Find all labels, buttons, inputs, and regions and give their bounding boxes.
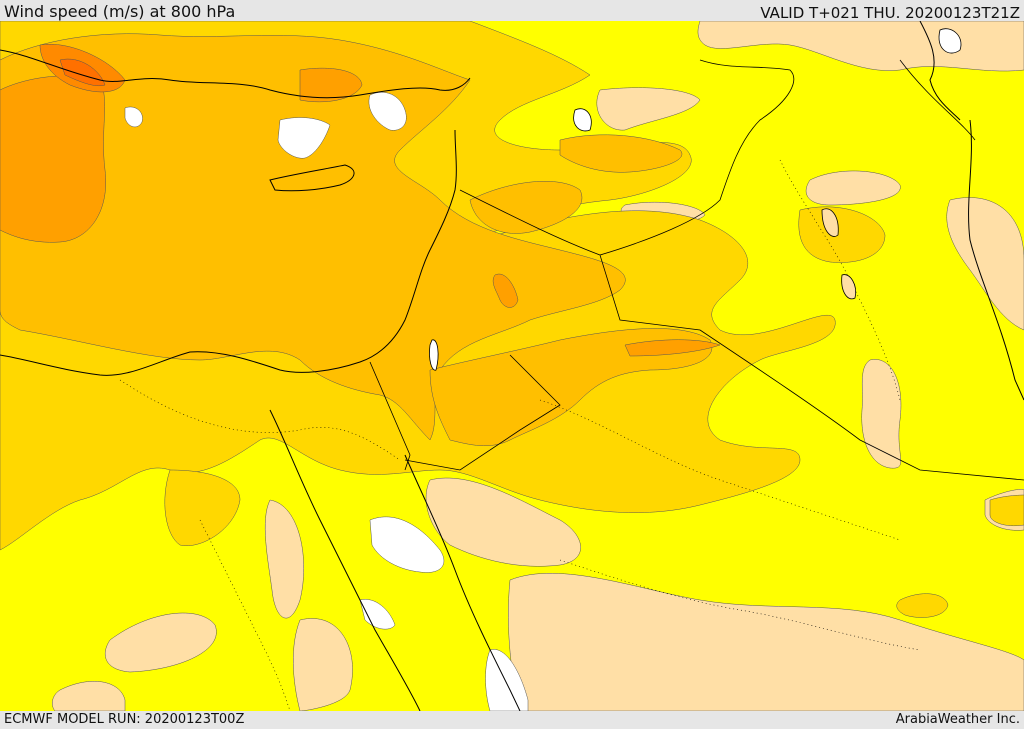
coastline-med-south [0,129,457,376]
field-calm-turkey [277,117,331,159]
coastline-cyprus [269,164,355,192]
border-syria-iraq [459,189,1024,481]
field-fresh-gulf [989,494,1024,526]
coastline-turkey [0,49,471,99]
field-low-egypt-2 [105,612,217,673]
field-low-iraq-1 [805,170,901,206]
valid-time: VALID T+021 THU. 20200123T21Z [760,4,1020,22]
field-calm-aegean [124,106,143,128]
border-iraq-iran [599,59,795,256]
model-run: ECMWF MODEL RUN: 20200123T00Z [4,712,245,727]
field-calm-south [485,649,529,711]
header-bar: Wind speed (m/s) at 800 hPa VALID T+021 … [0,0,1024,22]
field-very-strong-iraq [624,339,721,357]
field-extreme-aegean [59,58,106,86]
province-line-1 [119,379,401,461]
credit: ArabiaWeather Inc. [895,712,1020,727]
field-very-strong-jordan [492,273,519,308]
field-low-egypt-4 [52,681,126,711]
field-calm-turkey-2 [368,92,407,131]
lake-iraq [821,208,839,237]
province-line-5 [199,519,291,711]
lake-dead-sea [429,339,439,371]
border-egypt [369,361,411,471]
field-low-iraq-2 [861,359,902,469]
field-calm-redsea [359,599,396,630]
field-low-egypt-1 [264,499,304,619]
coastline-red-sea-west [269,409,421,711]
lake-van [938,28,962,54]
field-fresh-egypt [164,469,241,547]
coastline-caspian [919,21,961,121]
map-canvas [0,21,1024,711]
field-low-iraq-3 [596,87,701,131]
field-calm-aqaba [369,516,445,573]
field-fresh-sw [896,593,949,618]
field-fresh-east [798,206,886,263]
border-iran-east [899,59,976,141]
field-low-egypt-3 [293,618,353,711]
field-very-strong-crete [299,67,363,103]
footer-bar: ECMWF MODEL RUN: 20200123T00Z ArabiaWeat… [0,711,1024,729]
lake-caspian-coast [573,108,592,132]
field-very-strong-med [0,75,107,243]
field-strong-iraq [559,134,683,173]
wind-speed-map [0,21,1024,711]
lake-iraq-2 [841,274,857,300]
field-strong-syria [469,181,583,234]
map-title: Wind speed (m/s) at 800 hPa [4,2,236,21]
coastline-gulf [968,119,1024,401]
field-strong-jordan [429,328,713,446]
coastline-red-sea-east [404,454,521,711]
border-jordan-saudi [404,354,561,471]
field-strong-med [0,33,626,441]
field-low-east [946,197,1024,331]
